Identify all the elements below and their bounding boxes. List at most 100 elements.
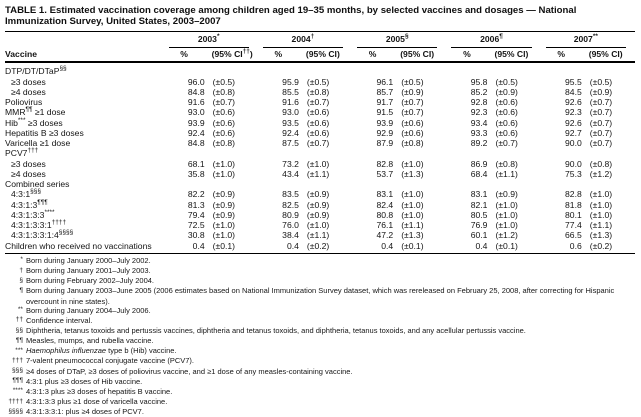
coverage-percent: 82.8 xyxy=(565,189,582,200)
confidence-interval: (±0.9) xyxy=(306,199,330,210)
row-footnote-symbol: †††† xyxy=(51,219,67,227)
confidence-interval: (±0.8) xyxy=(589,158,613,169)
coverage-percent: 95.5 xyxy=(565,76,582,87)
vaccine-row-label: Varicella ≥1 dose xyxy=(5,138,71,149)
coverage-percent: 73.2 xyxy=(282,158,299,169)
row-footnote-symbol: §§§§ xyxy=(58,229,74,237)
footnote-text: 4:3:1 plus ≥3 doses of Hib vaccine. xyxy=(26,376,143,386)
coverage-percent: 92.6 xyxy=(565,97,582,108)
coverage-percent: 93.9 xyxy=(187,117,205,128)
coverage-percent: 93.3 xyxy=(470,127,488,138)
vaccine-col-spacer xyxy=(5,31,164,48)
footnote-text: 4:3:1:3:3 plus ≥1 dose of varicella vacc… xyxy=(26,397,168,407)
footnote-symbol: ** xyxy=(17,306,23,314)
coverage-percent: 82.5 xyxy=(282,199,299,210)
coverage-percent: 82.1 xyxy=(470,199,488,210)
vaccine-row-label: DTP/DT/DTaP§§ xyxy=(5,65,67,77)
confidence-interval: (±1.0) xyxy=(306,220,330,231)
confidence-interval: (±0.6) xyxy=(401,127,424,138)
coverage-percent: 93.5 xyxy=(282,117,299,128)
table-row: 4:3:1:3:3:1:4§§§§ 30.8 (±1.0) 38.4 (±1.1) 47.… xyxy=(5,229,635,241)
coverage-percent: 0.4 xyxy=(257,240,299,254)
coverage-percent: 80.8 xyxy=(376,209,394,220)
percent-column-header: % xyxy=(540,47,582,64)
footnote: † Born during January 2001–July 2003. xyxy=(5,266,635,276)
coverage-percent: 80.9 xyxy=(282,209,299,220)
confidence-interval: (±0.9) xyxy=(212,209,236,220)
confidence-interval: (±1.0) xyxy=(589,209,613,220)
confidence-interval: (±0.7) xyxy=(306,97,330,108)
coverage-percent: 93.9 xyxy=(376,117,394,128)
vaccine-row-label: 4:3:1§§§ xyxy=(11,188,41,200)
footnote-symbol: **** xyxy=(12,387,23,395)
confidence-interval: (±1.0) xyxy=(212,158,236,169)
coverage-percent: 87.5 xyxy=(282,138,299,149)
table-row: Hib*** ≥3 doses 93.9 (±0.6) 93.5 (±0.6) 93.9 (… xyxy=(5,116,635,128)
coverage-percent: 68.1 xyxy=(187,158,205,169)
confidence-interval: (±0.9) xyxy=(306,189,330,200)
confidence-interval: (±0.1) xyxy=(393,240,447,254)
table-row: PCV7††† xyxy=(5,148,636,159)
confidence-interval: (±0.8) xyxy=(306,86,330,97)
coverage-percent: 30.8 xyxy=(187,230,205,241)
coverage-percent: 84.8 xyxy=(187,138,205,149)
coverage-percent: 38.4 xyxy=(282,230,299,241)
vaccine-column-header: Vaccine xyxy=(5,47,164,64)
coverage-percent: 72.5 xyxy=(187,220,205,231)
confidence-interval: (±0.8) xyxy=(495,158,518,169)
year-footnote-symbol: ¶ xyxy=(499,33,503,41)
table-row: ≥4 doses 84.8 (±0.8) 85.5 (±0.8) 85.7 (±0.9) 85… xyxy=(5,87,635,97)
coverage-percent: 43.4 xyxy=(282,168,299,179)
confidence-interval: (±0.7) xyxy=(495,138,518,149)
coverage-percent: 76.9 xyxy=(470,220,488,231)
footnote: * Born during January 2000–July 2002. xyxy=(5,256,635,266)
confidence-interval: (±1.1) xyxy=(306,230,330,241)
vaccine-row-label: 4:3:1:3¶¶¶ xyxy=(11,198,48,210)
confidence-interval: (±0.1) xyxy=(487,240,541,254)
coverage-percent: 84.5 xyxy=(565,86,582,97)
confidence-interval: (±0.7) xyxy=(401,97,424,108)
confidence-interval: (±0.7) xyxy=(306,138,330,149)
ci-column-header: (95% CI) xyxy=(393,47,447,64)
coverage-percent: 89.2 xyxy=(470,138,488,149)
confidence-interval: (±1.3) xyxy=(589,230,613,241)
coverage-percent: 96.1 xyxy=(376,76,394,87)
footnote-symbol: * xyxy=(20,256,23,264)
table-row: ≥3 doses 96.0 (±0.5) 95.9 (±0.5) 96.1 (±0.5) 95… xyxy=(5,77,635,87)
table-row: 4:3:1:3¶¶¶ 81.3 (±0.9) 82.5 (±0.9) 82.4 (±1.0)… xyxy=(5,198,635,210)
year-footnote-symbol: ** xyxy=(592,33,598,41)
confidence-interval: (±0.7) xyxy=(589,117,613,128)
coverage-percent: 90.0 xyxy=(565,138,582,149)
confidence-interval: (±0.2) xyxy=(581,240,635,254)
footnote: †† Confidence interval. xyxy=(5,316,635,326)
footnote-text: Confidence interval. xyxy=(26,315,93,325)
footnote-text: 7-valent pneumococcal conjugate vaccine … xyxy=(26,356,195,366)
table-row: Children who received no vaccinations 0.4… xyxy=(5,240,635,254)
confidence-interval: (±0.6) xyxy=(212,117,236,128)
coverage-percent: 84.8 xyxy=(187,86,205,97)
year-header-2004: 2004† xyxy=(257,31,353,48)
footnote: **** 4:3:1:3 plus ≥3 doses of hepatitis B… xyxy=(5,387,635,397)
footnote-text: 4:3:1:3:3:1: plus ≥4 doses of PCV7. xyxy=(26,407,144,417)
footnote-symbol: †††† xyxy=(8,397,23,405)
coverage-percent: 82.2 xyxy=(187,189,205,200)
coverage-percent: 82.4 xyxy=(376,199,394,210)
percent-column-header: % xyxy=(446,47,488,64)
table-row: Poliovirus 91.6 (±0.7) 91.6 (±0.7) 91.7 (±0.7)… xyxy=(5,97,635,107)
coverage-percent: 47.2 xyxy=(376,230,394,241)
confidence-interval: (±1.2) xyxy=(589,168,613,179)
table-body: DTP/DT/DTaP§§ ≥3 doses 96.0 (±0.5) 95.9 (±0.5… xyxy=(5,62,636,254)
coverage-percent: 92.3 xyxy=(565,107,582,118)
empty-cells xyxy=(164,148,636,158)
coverage-percent: 0.4 xyxy=(446,240,488,254)
vaccine-row-label: Hib*** ≥3 doses xyxy=(5,116,63,128)
confidence-interval: (±0.7) xyxy=(589,127,613,138)
footnote: §§§§ 4:3:1:3:3:1: plus ≥4 doses of PCV7. xyxy=(5,407,635,417)
confidence-interval: (±1.0) xyxy=(212,230,236,241)
footnote: ¶¶¶ 4:3:1 plus ≥3 doses of Hib vaccine. xyxy=(5,377,635,387)
table-row: 4:3:1§§§ 82.2 (±0.9) 83.5 (±0.9) 83.1 (±1.0) 83… xyxy=(5,188,635,200)
footnote: ¶ Born during January 2003–June 2005 (200… xyxy=(5,286,635,305)
footnote-symbol: *** xyxy=(15,346,23,354)
confidence-interval: (±0.6) xyxy=(212,107,236,118)
confidence-interval: (±0.6) xyxy=(495,97,518,108)
